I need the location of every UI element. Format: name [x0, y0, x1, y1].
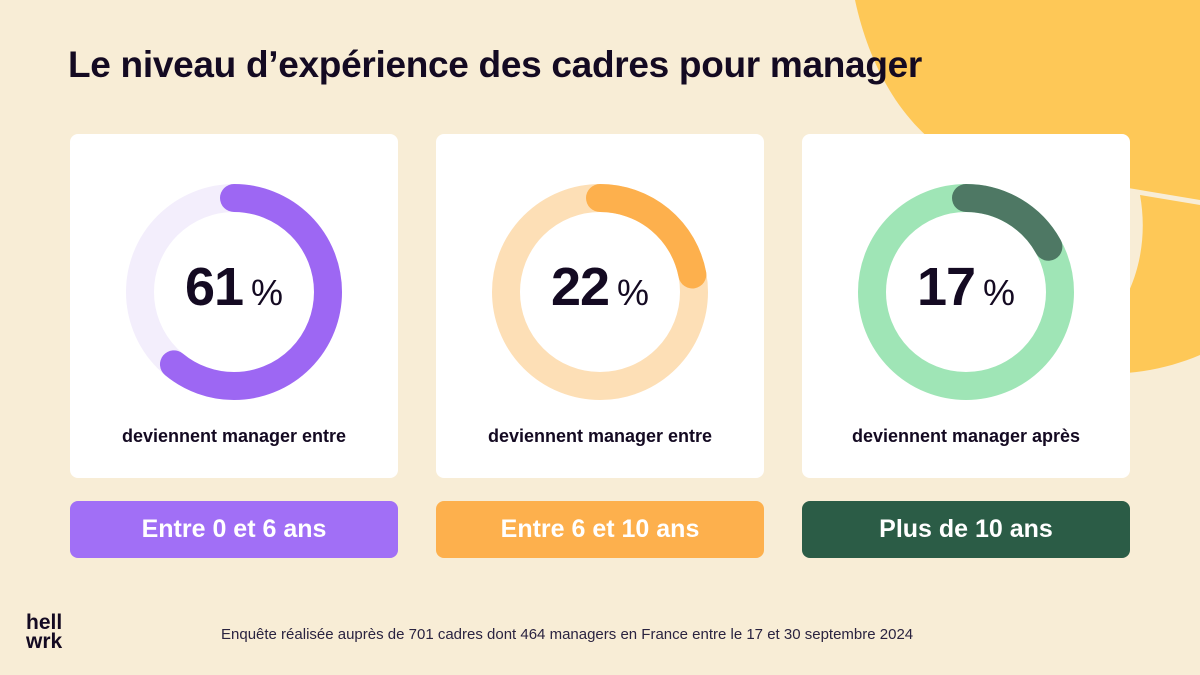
- logo-line-2: wrk: [26, 630, 63, 653]
- percentage-number: 61: [184, 257, 244, 317]
- card-description: deviennent manager après: [851, 426, 1081, 446]
- percentage-value: 22%: [436, 256, 764, 318]
- donut-value-arc: [492, 184, 708, 400]
- percentage-unit: %: [617, 272, 650, 313]
- percentage-unit: %: [251, 272, 284, 313]
- decorative-arc-bottom: [1060, 195, 1200, 374]
- percentage-unit: %: [983, 272, 1016, 313]
- logo-line-1: hell: [26, 611, 63, 634]
- donut-chart: [858, 184, 1074, 400]
- percentage-value: 17%: [802, 256, 1130, 318]
- category-label-6-10-years: Entre 6 et 10 ans: [436, 501, 764, 558]
- donut-chart: [492, 184, 708, 400]
- category-label-10-plus-years: Plus de 10 ans: [802, 501, 1130, 558]
- stat-card-6-10-years: 22% deviennent manager entre: [436, 134, 764, 478]
- hellowork-logo: hell wrk: [26, 611, 116, 655]
- stat-card-10-plus-years: 17% deviennent manager après: [802, 134, 1130, 478]
- stat-card-0-6-years: 61% deviennent manager entre: [70, 134, 398, 478]
- donut-chart: [126, 184, 342, 400]
- donut-value-arc: [126, 184, 342, 400]
- survey-footnote: Enquête réalisée auprès de 701 cadres do…: [221, 626, 914, 643]
- percentage-number: 22: [550, 257, 610, 317]
- card-description: deviennent manager entre: [487, 426, 713, 446]
- donut-value-arc: [858, 184, 1074, 400]
- category-label-0-6-years: Entre 0 et 6 ans: [70, 501, 398, 558]
- percentage-value: 61%: [70, 256, 398, 318]
- percentage-number: 17: [916, 257, 976, 317]
- card-description: deviennent manager entre: [121, 426, 347, 446]
- page-title: Le niveau d’expérience des cadres pour m…: [68, 44, 923, 85]
